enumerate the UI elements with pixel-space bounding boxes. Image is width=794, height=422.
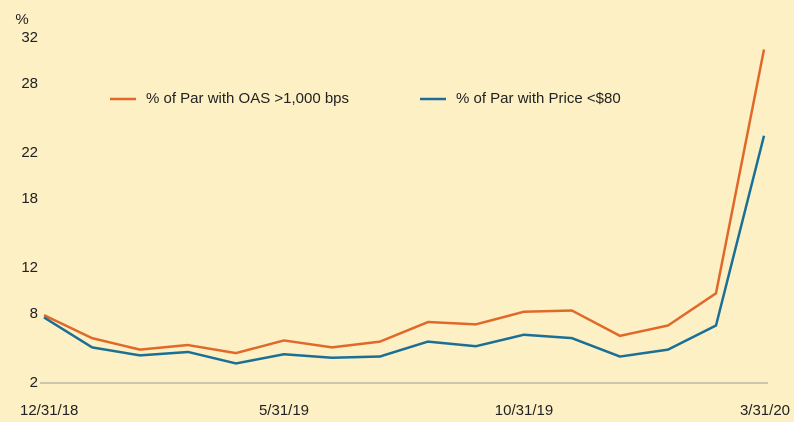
y-tick-label: 28	[21, 75, 38, 92]
series-line	[43, 49, 766, 355]
x-tick-label: 5/31/19	[259, 402, 309, 419]
y-tick-label: 22	[21, 144, 38, 161]
x-tick-label: 10/31/19	[495, 402, 553, 419]
y-unit: %	[15, 11, 28, 28]
x-tick-label: 3/31/20	[740, 402, 790, 419]
legend-label: % of Par with OAS >1,000 bps	[146, 90, 349, 107]
y-tick-label: 12	[21, 259, 38, 276]
y-tick-label: 18	[21, 190, 38, 207]
y-tick-label: 8	[30, 305, 38, 322]
series-line	[43, 135, 766, 365]
x-tick-label: 12/31/18	[20, 402, 78, 419]
y-tick-label: 32	[21, 29, 38, 46]
y-tick-label: 2	[30, 374, 38, 391]
legend-label: % of Par with Price <$80	[456, 90, 621, 107]
